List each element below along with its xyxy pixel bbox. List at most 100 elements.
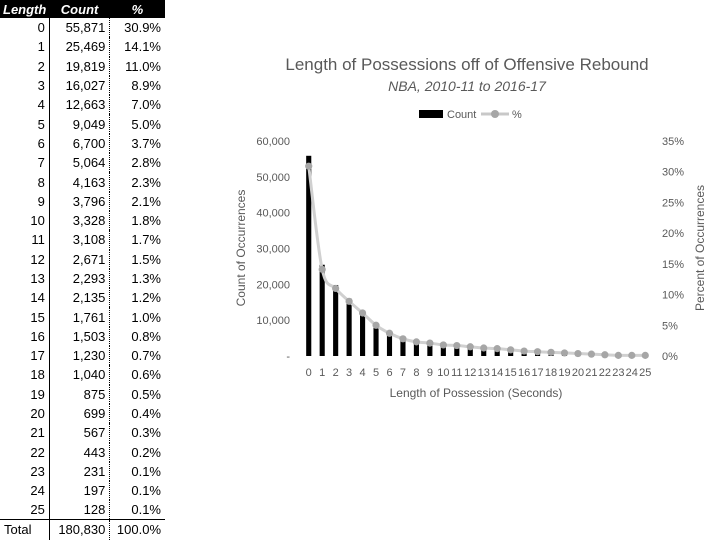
cell-length: 8 [0, 172, 50, 192]
percent-marker [520, 347, 528, 355]
percent-marker [318, 265, 326, 273]
cell-count: 128 [49, 500, 111, 520]
chart-subtitle: NBA, 2010-11 to 2016-17 [388, 78, 547, 94]
table-row: 4 12,663 7.0% [0, 95, 165, 115]
cell-length: 5 [0, 114, 50, 134]
cell-length: 20 [0, 403, 50, 424]
cell-length: 25 [0, 500, 50, 520]
x-axis: 0 1 2 3 4 5 6 7 8 9 10 11 12 13 14 15 16 17 18 19 20 21 22 23 24… [306, 367, 652, 379]
table-row: 8 4,163 2.3% [0, 172, 165, 192]
cell-count: 1,761 [49, 307, 111, 327]
table-row: 17 1,230 0.7% [0, 346, 165, 366]
percent-marker [358, 309, 367, 317]
cell-percent: 1.7% [131, 232, 161, 248]
percent-marker [614, 351, 622, 359]
percent-series [305, 162, 649, 359]
cell-percent: 0.5% [131, 386, 161, 402]
cell-percent: 2.3% [131, 174, 161, 190]
table-row: 0 55,871 30.9% [0, 18, 165, 38]
percent-line [307, 165, 646, 357]
bar [360, 310, 366, 356]
legend-count-label: Count [447, 109, 476, 121]
y-tick-label: 30,000 [256, 244, 290, 256]
y2-tick-label: 5% [662, 320, 678, 332]
cell-length: 10 [0, 210, 50, 231]
percent-marker [533, 348, 542, 356]
table-row: 7 5,064 2.8% [0, 153, 165, 173]
cell-percent: 0.7% [131, 348, 161, 364]
x-tick-label: 13 [478, 367, 490, 379]
cell-percent: 0.8% [131, 328, 161, 344]
cell-length: 19 [0, 384, 50, 404]
cell-percent: 1.2% [131, 290, 161, 306]
chart-title: Length of Possessions off of Offensive R… [285, 55, 648, 74]
table-row: 12 2,671 1.5% [0, 249, 165, 269]
cell-percent: 30.9% [124, 20, 161, 36]
cell-length: 23 [0, 461, 50, 482]
table-row: 19 875 0.5% [0, 384, 165, 404]
cell-percent: 0.6% [131, 367, 161, 383]
cell-length: 22 [0, 442, 50, 462]
table-row: 11 3,108 1.7% [0, 230, 165, 250]
cell-length: 3 [0, 75, 50, 96]
total-label: Total [0, 519, 50, 540]
y-tick-label: 40,000 [256, 208, 290, 220]
x-tick-label: 11 [451, 367, 462, 379]
percent-marker [587, 350, 596, 358]
y-tick-label: 10,000 [256, 315, 290, 327]
y-tick-label: - [286, 351, 290, 363]
cell-percent: 1.8% [131, 213, 161, 229]
x-tick-label: 10 [437, 367, 449, 379]
y2-tick-label: 30% [662, 167, 684, 179]
cell-percent: 0.3% [131, 425, 161, 441]
table-row: 20 699 0.4% [0, 403, 165, 424]
table-row: 21 567 0.3% [0, 423, 165, 443]
cell-count: 19,819 [49, 56, 111, 76]
table-row: 13 2,293 1.3% [0, 268, 165, 289]
percent-marker [453, 341, 461, 350]
y2-tick-label: 0% [662, 351, 678, 363]
x-tick-label: 15 [505, 367, 517, 379]
bar [481, 347, 487, 356]
x-tick-label: 19 [558, 367, 570, 379]
table-row: 18 1,040 0.6% [0, 365, 165, 385]
cell-count: 875 [49, 384, 111, 404]
y2-tick-label: 25% [662, 197, 684, 209]
percent-marker [560, 349, 569, 357]
x-tick-label: 2 [333, 367, 339, 379]
cell-length: 11 [0, 230, 50, 250]
table-row: 23 231 0.1% [0, 461, 165, 482]
bar-series [306, 155, 648, 356]
x-tick-label: 21 [585, 367, 597, 379]
header-count: Count [49, 0, 110, 18]
table-row: 9 3,796 2.1% [0, 191, 165, 211]
cell-count: 6,700 [49, 133, 111, 154]
cell-count: 2,293 [49, 268, 111, 289]
cell-count: 231 [49, 461, 111, 482]
header-length: Length [0, 0, 50, 18]
percent-marker [480, 344, 488, 352]
cell-length: 21 [0, 423, 50, 443]
cell-length: 17 [0, 346, 50, 366]
cell-percent: 1.0% [131, 309, 161, 325]
percent-marker [439, 341, 447, 349]
cell-count: 2,135 [49, 288, 111, 308]
x-tick-label: 24 [626, 367, 638, 379]
table-row: 2 19,819 11.0% [0, 56, 165, 76]
percent-marker [426, 339, 434, 347]
table-row: 24 197 0.1% [0, 481, 165, 501]
legend-pct-marker [491, 110, 499, 118]
bar [306, 155, 312, 356]
cell-count: 12,663 [49, 95, 111, 115]
cell-percent: 2.1% [131, 193, 161, 209]
cell-count: 443 [49, 442, 111, 462]
bar [319, 264, 325, 356]
percent-marker [399, 335, 407, 343]
percent-marker [332, 284, 340, 293]
table-total-row: Total 180,830 100.0% [0, 519, 165, 540]
cell-count: 55,871 [49, 18, 111, 38]
x-axis-label: Length of Possession (Seconds) [390, 386, 563, 400]
x-tick-label: 6 [386, 367, 392, 379]
x-tick-label: 17 [531, 367, 543, 379]
cell-percent: 0.1% [131, 502, 161, 518]
